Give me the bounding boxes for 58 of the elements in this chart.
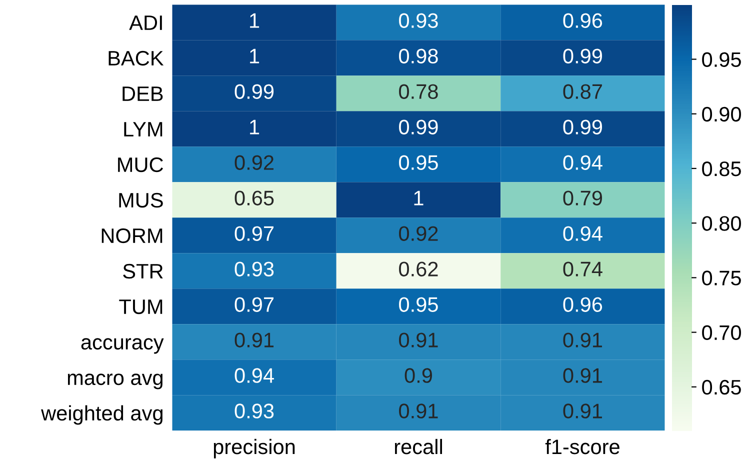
data-label: 0.99 (563, 48, 602, 64)
y-tick-label: weighted avg (41, 405, 162, 425)
data-label: 0.93 (399, 13, 438, 28)
x-tick-label: precision (214, 438, 295, 458)
y-tick-label: MUS (119, 192, 163, 208)
data-label: 0.95 (399, 297, 438, 312)
data-label: 0.95 (399, 155, 438, 170)
data-label: 0.99 (563, 120, 602, 134)
data-label: 0.91 (399, 404, 438, 418)
color-bar-label: 0.85 (702, 161, 741, 176)
color-bar-label: 0.75 (702, 270, 741, 286)
data-label: 0.93 (234, 262, 274, 276)
color-bar-label: 0.70 (702, 325, 741, 340)
data-label: 0.97 (234, 297, 274, 312)
data-label: 1 (250, 48, 260, 64)
data-label: 0.62 (399, 262, 438, 276)
data-label: 0.91 (563, 404, 602, 418)
y-tick-label: NORM (102, 228, 162, 244)
y-tick-label: STR (123, 264, 163, 279)
data-label: 0.74 (563, 262, 602, 276)
data-label: 0.94 (563, 155, 602, 170)
data-label: 0.79 (563, 190, 602, 206)
x-tick-label: f1-score (545, 438, 620, 454)
data-label: 0.87 (563, 84, 602, 99)
data-label: 1 (250, 120, 260, 134)
data-label: 0.65 (234, 190, 274, 206)
data-label: 0.96 (563, 13, 602, 28)
data-label: 0.93 (234, 404, 274, 418)
data-label: 0.98 (399, 48, 438, 64)
data-label: 0.92 (234, 155, 274, 170)
data-label: 0.94 (234, 368, 274, 383)
data-label: 0.91 (563, 332, 602, 348)
color-bar-label: 0.80 (702, 216, 741, 231)
y-tick-label: TUM (119, 300, 162, 314)
data-label: 0.99 (399, 120, 438, 134)
data-label: 0.9 (404, 368, 432, 383)
y-tick-label: MUC (118, 157, 164, 172)
data-label: 0.92 (399, 226, 438, 241)
data-label: 0.96 (563, 297, 602, 312)
data-label: 0.97 (234, 226, 274, 241)
y-tick-label: ADI (129, 16, 162, 30)
data-label: 1 (414, 190, 424, 206)
data-label: 0.78 (399, 84, 438, 99)
y-tick-label: BACK (108, 50, 164, 66)
data-label: 0.99 (234, 84, 274, 99)
y-tick-label: accuracy (81, 338, 164, 354)
data-label: 0.91 (563, 368, 602, 383)
y-tick-label: LYM (124, 122, 162, 136)
color-bar-label: 0.90 (702, 106, 741, 122)
data-label: 0.91 (399, 332, 438, 348)
data-label: 1 (250, 13, 260, 28)
color-bar-label: 0.95 (702, 52, 741, 67)
data-label: 0.94 (563, 226, 602, 241)
color-bar-label: 0.65 (702, 380, 741, 395)
x-tick-label: recall (394, 438, 442, 454)
data-label: 0.91 (234, 332, 274, 348)
y-tick-label: macro avg (68, 374, 162, 390)
y-tick-label: DEB (122, 86, 163, 101)
